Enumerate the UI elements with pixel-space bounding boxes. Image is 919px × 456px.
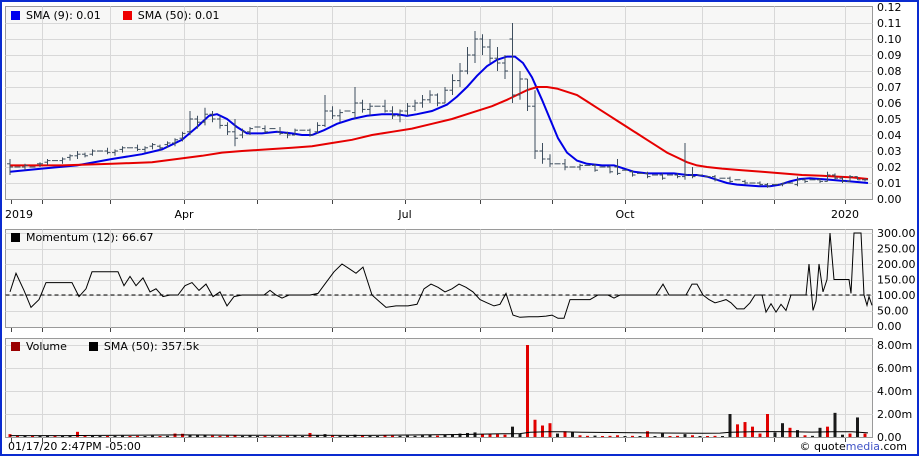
legend-label: SMA (9): 0.01: [26, 9, 101, 22]
price-ytick-label: 0.00: [877, 193, 902, 206]
legend-label: SMA (50): 357.5k: [103, 340, 200, 353]
legend-swatch-icon: [88, 342, 98, 351]
legend-label: Momentum (12): 66.67: [26, 231, 154, 244]
copyright-notice: © quotemedia.com: [799, 440, 907, 453]
price-ytick-label: 0.01: [877, 177, 902, 190]
momentum-ytick-label: 300.00: [877, 227, 916, 240]
momentum-y-axis: 300.00 250.00 200.00 150.00 100.00 50.00 0.00: [877, 227, 916, 333]
volume-ytick-label: 4.00m: [877, 385, 912, 398]
x-axis-label: Apr: [174, 208, 194, 221]
price-ytick-label: 0.09: [877, 49, 902, 62]
momentum-panel: [5, 229, 873, 332]
momentum-ytick-label: 0.00: [877, 320, 902, 333]
price-y-axis: 0.12 0.11 0.10 0.09 0.08 0.07 0.06 0.05 0.04 0.03…: [877, 2, 902, 206]
volume-panel: [5, 338, 873, 442]
volume-ytick-label: 0.00: [877, 431, 902, 444]
momentum-ytick-label: 250.00: [877, 243, 916, 256]
volume-ytick-label: 2.00m: [877, 408, 912, 421]
momentum-ytick-label: 200.00: [877, 258, 916, 271]
volume-y-axis: 8.00m 6.00m 4.00m 2.00m 0.00: [877, 339, 912, 444]
price-ytick-label: 0.08: [877, 65, 902, 78]
momentum-line: [9, 232, 873, 319]
chart-timestamp: 01/17/20 2:47PM -05:00: [8, 440, 141, 453]
price-ytick-label: 0.12: [877, 2, 902, 14]
momentum-ytick-label: 50.00: [877, 305, 909, 318]
legend-item: SMA (50): 357.5k: [88, 340, 200, 353]
price-ytick-label: 0.04: [877, 129, 902, 142]
x-axis-label: 2019: [5, 208, 33, 221]
price-ytick-label: 0.10: [877, 33, 902, 46]
price-ytick-label: 0.05: [877, 113, 902, 126]
x-axis: 2019 Apr Jul Oct 2020: [5, 200, 859, 221]
price-legend: SMA (9): 0.01 SMA (50): 0.01: [11, 9, 242, 22]
legend-item: SMA (50): 0.01: [122, 9, 220, 22]
copyright-post: .com: [880, 440, 907, 453]
momentum-ytick-label: 100.00: [877, 289, 916, 302]
price-panel: [5, 6, 873, 200]
momentum-ytick-label: 150.00: [877, 274, 916, 287]
price-ytick-label: 0.11: [877, 17, 902, 30]
legend-label: Volume: [26, 340, 67, 353]
legend-item: SMA (9): 0.01: [11, 9, 101, 22]
volume-ytick-label: 6.00m: [877, 362, 912, 375]
legend-item: Momentum (12): 66.67: [11, 231, 153, 244]
legend-swatch-icon: [11, 233, 20, 242]
legend-label: SMA (50): 0.01: [137, 9, 220, 22]
line-sma9: [9, 55, 869, 188]
x-axis-label: Oct: [615, 208, 635, 221]
ohlc-bars: [7, 23, 868, 188]
volume-sma-line: [10, 431, 869, 437]
legend-swatch-icon: [11, 342, 20, 351]
price-ytick-label: 0.02: [877, 161, 902, 174]
line-sma50: [10, 86, 869, 180]
price-ytick-label: 0.06: [877, 97, 902, 110]
copyright-pre: © quote: [799, 440, 846, 453]
x-axis-label: 2020: [831, 208, 859, 221]
copyright-brand: media: [845, 440, 880, 453]
momentum-legend: Momentum (12): 66.67: [11, 231, 175, 244]
volume-ytick-label: 8.00m: [877, 339, 912, 352]
legend-item: Volume: [11, 340, 67, 353]
price-ytick-label: 0.07: [877, 81, 902, 94]
x-axis-label: Jul: [397, 208, 411, 221]
volume-legend: Volume SMA (50): 357.5k: [11, 340, 221, 353]
legend-swatch-icon: [122, 11, 132, 20]
price-ytick-label: 0.03: [877, 145, 902, 158]
price-series: [9, 55, 869, 188]
legend-swatch-icon: [11, 11, 20, 20]
volume-panel-grid: [5, 338, 873, 438]
